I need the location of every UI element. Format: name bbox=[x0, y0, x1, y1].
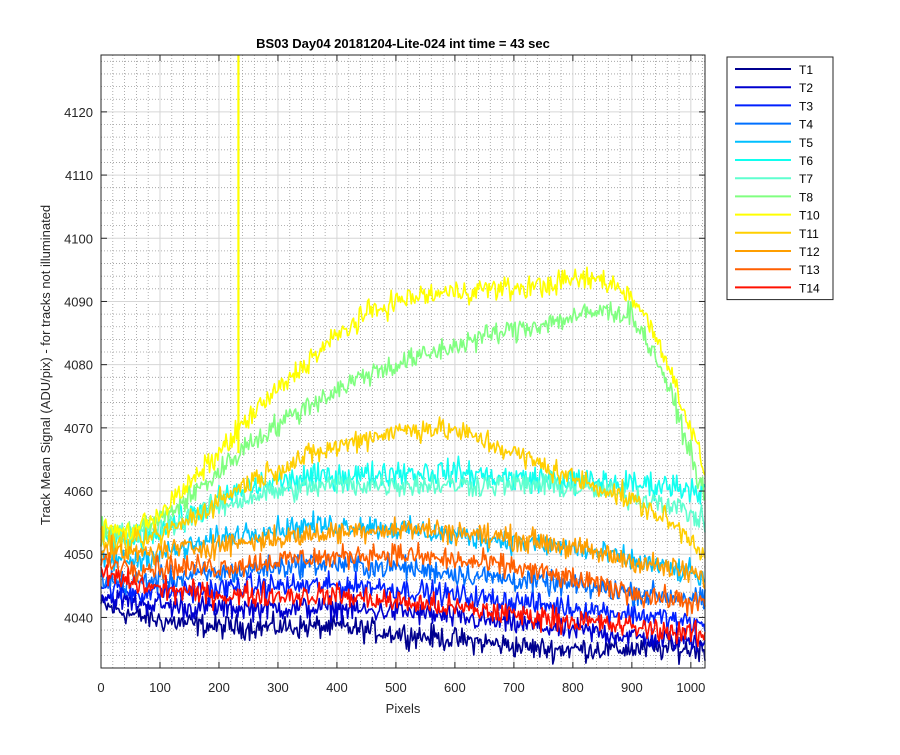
legend-label-t2: T2 bbox=[799, 81, 813, 95]
legend-label-t6: T6 bbox=[799, 154, 813, 168]
x-tick-label: 500 bbox=[385, 680, 407, 695]
y-tick-label: 4100 bbox=[64, 231, 93, 246]
x-tick-label: 1000 bbox=[676, 680, 705, 695]
legend-label-t7: T7 bbox=[799, 172, 813, 186]
legend: T1 T2 T3 T4 T5 T6 T7 T8 T10 T11 T12 T13 T14 bbox=[726, 56, 834, 301]
y-tick-label: 4040 bbox=[64, 610, 93, 625]
series-layer bbox=[100, 55, 706, 665]
plot-frame bbox=[100, 54, 706, 669]
y-tick-label: 4080 bbox=[64, 358, 93, 373]
x-axis: 0 100 200 300 400 500 600 700 800 900 1000 bbox=[97, 55, 705, 695]
series-line-t1 bbox=[100, 594, 706, 665]
legend-label-t5: T5 bbox=[799, 136, 813, 150]
y-tick-label: 4090 bbox=[64, 294, 93, 309]
y-tick-label: 4120 bbox=[64, 105, 93, 120]
legend-label-t3: T3 bbox=[799, 99, 813, 113]
x-tick-label: 700 bbox=[503, 680, 525, 695]
series-line-t3 bbox=[100, 570, 706, 638]
series-line-t2 bbox=[100, 589, 706, 652]
legend-label-t8: T8 bbox=[799, 190, 813, 204]
series-line-t8 bbox=[100, 300, 706, 544]
series-line-t14 bbox=[100, 564, 706, 648]
x-tick-label: 400 bbox=[326, 680, 348, 695]
series-line-t12 bbox=[100, 516, 706, 590]
x-tick-label: 800 bbox=[562, 680, 584, 695]
x-tick-label: 200 bbox=[208, 680, 230, 695]
y-axis-label: Track Mean Signal (ADU/pix) - for tracks… bbox=[38, 205, 53, 525]
x-axis-label: Pixels bbox=[386, 701, 421, 716]
x-tick-label: 900 bbox=[621, 680, 643, 695]
series-line-t10 bbox=[100, 266, 706, 543]
chart-title: BS03 Day04 20181204-Lite-024 int time = … bbox=[256, 36, 550, 51]
y-tick-label: 4060 bbox=[64, 484, 93, 499]
y-tick-label: 4070 bbox=[64, 421, 93, 436]
x-tick-label: 600 bbox=[444, 680, 466, 695]
legend-label-t14: T14 bbox=[799, 281, 820, 295]
y-tick-label: 4050 bbox=[64, 547, 93, 562]
legend-label-t1: T1 bbox=[799, 63, 813, 77]
legend-label-t13: T13 bbox=[799, 263, 820, 277]
series-line-t5 bbox=[100, 510, 706, 586]
legend-label-t4: T4 bbox=[799, 118, 813, 132]
legend-label-t11: T11 bbox=[799, 227, 819, 241]
series-line-t11 bbox=[100, 416, 706, 561]
series-line-t13 bbox=[100, 541, 706, 617]
legend-label-t10: T10 bbox=[799, 209, 820, 223]
x-tick-label: 300 bbox=[267, 680, 289, 695]
x-tick-label: 0 bbox=[97, 680, 104, 695]
x-tick-label: 100 bbox=[149, 680, 171, 695]
legend-label-t12: T12 bbox=[799, 245, 820, 259]
y-tick-label: 4110 bbox=[65, 168, 93, 183]
y-axis: 4040 4050 4060 4070 4080 4090 4100 4110 4120 bbox=[64, 105, 705, 625]
